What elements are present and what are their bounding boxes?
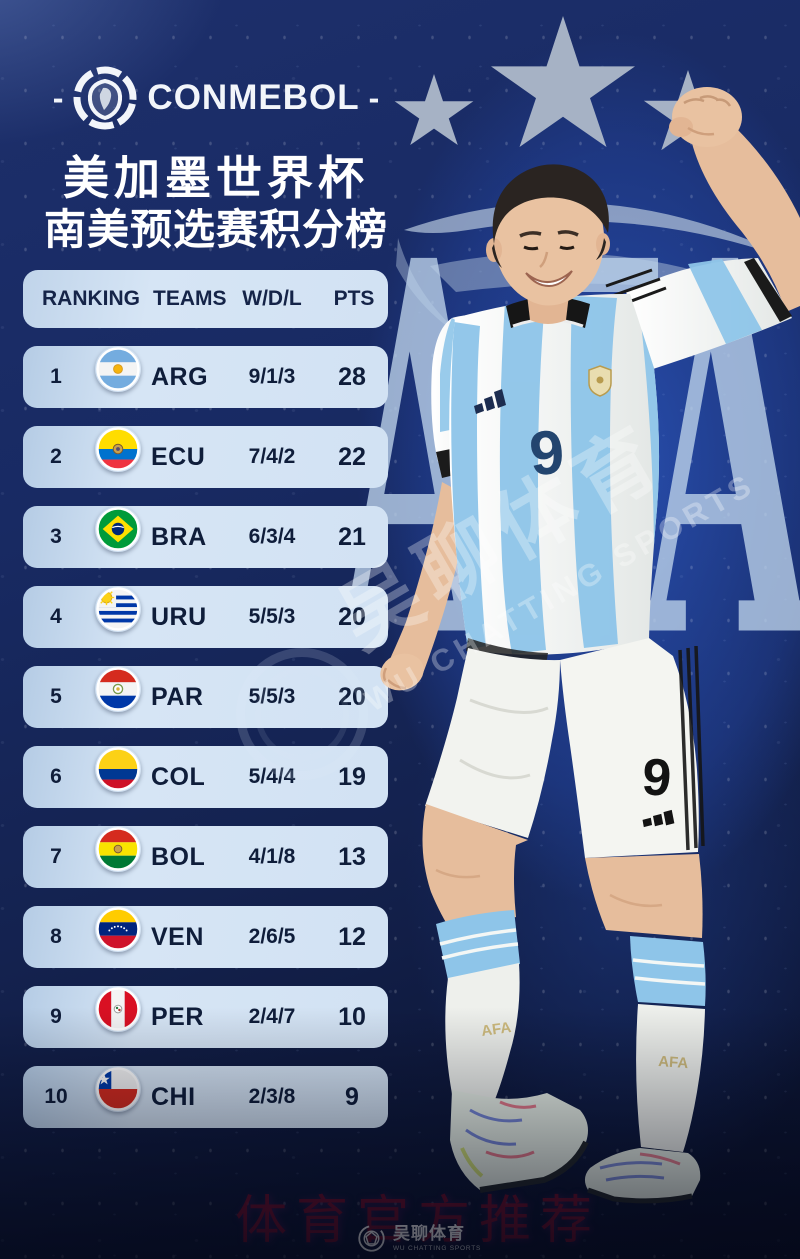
row-team: PER bbox=[151, 1003, 204, 1031]
ecuador-flag bbox=[95, 426, 141, 472]
venezuela-flag bbox=[95, 906, 141, 952]
row-wdl: 5/5/3 bbox=[248, 605, 296, 628]
row-wdl: 5/5/3 bbox=[248, 685, 296, 708]
column-header-wdl: W/D/L bbox=[242, 287, 302, 310]
standings-row: 2 ECU 7/4/2 22 bbox=[23, 426, 388, 488]
row-team: BRA bbox=[151, 523, 207, 551]
table-header-row: RANKING TEAMS W/D/L PTS bbox=[23, 270, 388, 328]
row-wdl: 4/1/8 bbox=[248, 845, 296, 868]
row-ranking: 2 bbox=[50, 445, 62, 468]
standings-row: 3 BRA 6/3/4 21 bbox=[23, 506, 388, 568]
row-team: CHI bbox=[151, 1083, 196, 1111]
footer-logo-cn: 吴聊体育 bbox=[393, 1223, 465, 1243]
column-header-teams: TEAMS bbox=[153, 287, 227, 310]
standings-row: 4 URU 5/5/3 20 bbox=[23, 586, 388, 648]
row-ranking: 6 bbox=[50, 765, 62, 788]
row-pts: 20 bbox=[338, 603, 366, 631]
star-icon bbox=[491, 16, 635, 148]
star-icon bbox=[643, 70, 733, 151]
standings-row: 1 ARG 9/1/3 28 bbox=[23, 346, 388, 408]
player-shorts-number: 9 bbox=[640, 748, 673, 808]
colombia-flag bbox=[95, 746, 141, 792]
standings-row: 6 COL 5/4/4 19 bbox=[23, 746, 388, 808]
row-pts: 9 bbox=[345, 1083, 359, 1111]
footer-logo: 吴聊体育 WU CHATTING SPORTS bbox=[357, 1224, 481, 1253]
conmebol-logo-row: - CONMEBOL - bbox=[0, 58, 432, 138]
row-pts: 13 bbox=[338, 843, 366, 871]
bolivia-flag bbox=[95, 826, 141, 872]
row-pts: 19 bbox=[338, 763, 366, 791]
row-ranking: 5 bbox=[50, 685, 62, 708]
paraguay-flag bbox=[95, 666, 141, 712]
row-ranking: 9 bbox=[50, 1005, 62, 1028]
column-header-pts: PTS bbox=[333, 287, 375, 310]
row-team: ARG bbox=[151, 363, 209, 391]
uruguay-flag bbox=[95, 586, 141, 632]
conmebol-wordmark: CONMEBOL bbox=[147, 78, 360, 117]
brazil-flag bbox=[95, 506, 141, 552]
row-team: PAR bbox=[151, 683, 204, 711]
row-team: BOL bbox=[151, 843, 206, 871]
row-pts: 20 bbox=[338, 683, 366, 711]
player-socks: AFA AFA bbox=[436, 910, 706, 1152]
row-ranking: 8 bbox=[50, 925, 62, 948]
chile-flag bbox=[95, 1066, 141, 1112]
standings-table: RANKING TEAMS W/D/L PTS 1 ARG 9/1/3 28 2… bbox=[23, 270, 388, 1128]
row-wdl: 2/4/7 bbox=[248, 1005, 296, 1028]
table-rows: 1 ARG 9/1/3 28 2 ECU 7/4/2 22 3 BRA 6/3/… bbox=[23, 346, 388, 1128]
row-team: COL bbox=[151, 763, 206, 791]
brand-dash-right: - bbox=[368, 79, 380, 116]
standings-row: 7 BOL 4/1/8 13 bbox=[23, 826, 388, 888]
row-pts: 12 bbox=[338, 923, 366, 951]
row-pts: 21 bbox=[338, 523, 366, 551]
row-wdl: 2/6/5 bbox=[248, 925, 296, 948]
row-wdl: 7/4/2 bbox=[248, 445, 296, 468]
row-ranking: 4 bbox=[50, 605, 62, 628]
row-pts: 22 bbox=[338, 443, 366, 471]
row-ranking: 10 bbox=[44, 1085, 68, 1108]
standings-row: 5 PAR 5/5/3 20 bbox=[23, 666, 388, 728]
footer-logo-en: WU CHATTING SPORTS bbox=[393, 1245, 482, 1253]
row-pts: 10 bbox=[338, 1003, 366, 1031]
row-ranking: 3 bbox=[50, 525, 62, 548]
sock-afa-text: AFA bbox=[480, 1019, 512, 1040]
row-pts: 28 bbox=[338, 363, 366, 391]
row-wdl: 5/4/4 bbox=[248, 765, 296, 788]
row-team: ECU bbox=[151, 443, 206, 471]
standings-row: 9 PER 2/4/7 10 bbox=[23, 986, 388, 1048]
row-wdl: 2/3/8 bbox=[248, 1085, 296, 1108]
conmebol-emblem-icon bbox=[73, 66, 137, 130]
afa-letters-watermark: AFA bbox=[338, 150, 800, 752]
standings-row: 10 CHI 2/3/8 9 bbox=[23, 1066, 388, 1128]
peru-flag bbox=[95, 986, 141, 1032]
argentina-flag bbox=[95, 346, 141, 392]
row-ranking: 1 bbox=[50, 365, 62, 388]
brand-dash-left: - bbox=[52, 79, 64, 116]
ball-logo-icon bbox=[358, 1225, 385, 1252]
standings-row: 8 VEN 2/6/5 12 bbox=[23, 906, 388, 968]
row-team: URU bbox=[151, 603, 207, 631]
row-wdl: 9/1/3 bbox=[248, 365, 296, 388]
sock-afa-text: AFA bbox=[658, 1053, 689, 1072]
row-ranking: 7 bbox=[50, 845, 62, 868]
row-team: VEN bbox=[151, 923, 204, 951]
row-wdl: 6/3/4 bbox=[248, 525, 296, 548]
column-header-ranking: RANKING bbox=[42, 287, 140, 310]
page-title-line2: 南美预选赛积分榜 bbox=[43, 206, 388, 253]
